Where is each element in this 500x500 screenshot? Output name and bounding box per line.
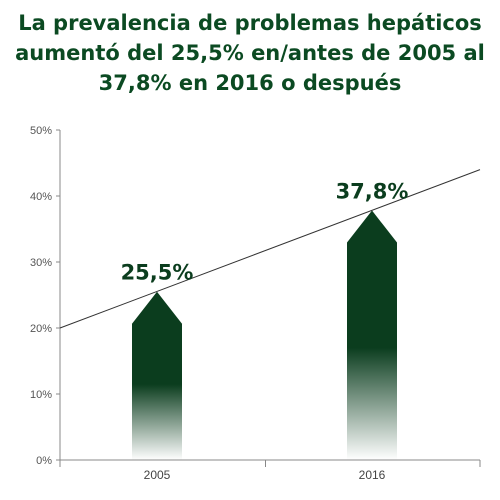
bar-2016 (347, 210, 397, 460)
bars (132, 210, 397, 460)
data-label-2005: 25,5% (121, 261, 194, 285)
y-tick-label: 10% (30, 389, 52, 401)
y-tick-label: 0% (36, 455, 52, 467)
x-tick-label: 2005 (144, 468, 171, 482)
trend-line-group (59, 169, 481, 329)
trend-line (59, 169, 481, 329)
x-axis: 2005 2016 (59, 459, 481, 482)
bar-2005 (132, 291, 182, 460)
y-tick-label: 30% (30, 257, 52, 269)
data-label-2016: 37,8% (336, 180, 409, 204)
y-tick-label: 40% (30, 191, 52, 203)
data-labels: 25,5% 37,8% (121, 180, 409, 285)
y-tick-label: 50% (30, 125, 52, 137)
y-tick-label: 20% (30, 323, 52, 335)
chart-title: La prevalencia de problemas hepáticos au… (15, 11, 485, 95)
x-tick-label: 2016 (359, 468, 386, 482)
y-axis: 0% 10% 20% 30% 40% 50% (30, 125, 61, 467)
